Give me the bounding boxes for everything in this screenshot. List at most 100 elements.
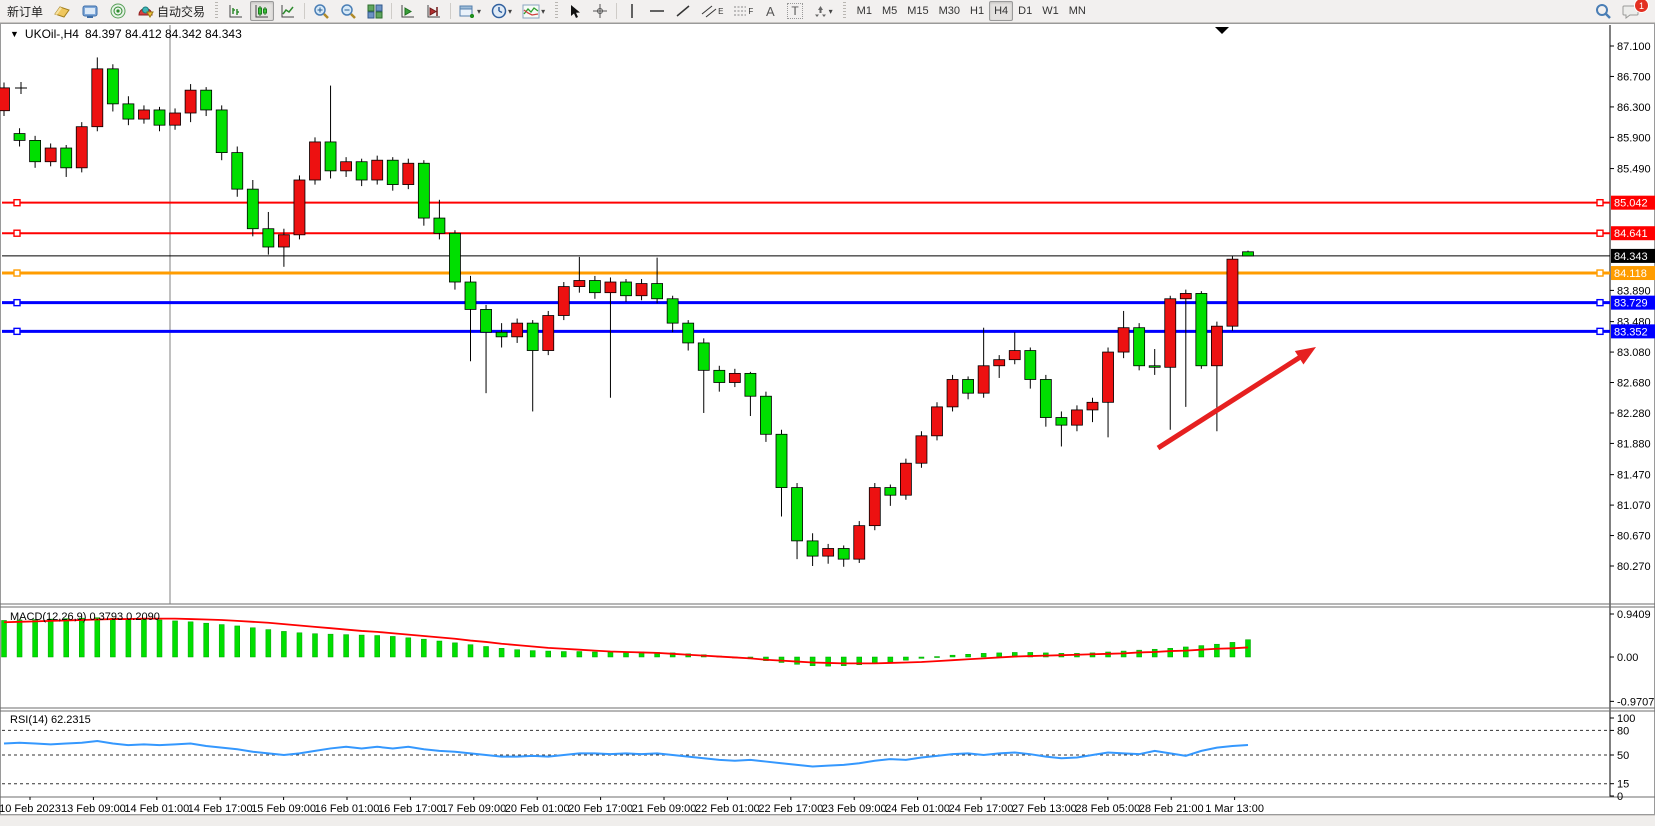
candle-bull — [1102, 351, 1114, 403]
time-tick-label: 24 Feb 01:00 — [885, 803, 950, 815]
new-chart-button[interactable]: ▾ — [455, 1, 485, 21]
candlestick-chart-type-button[interactable] — [250, 1, 275, 21]
charts-window-icon[interactable] — [77, 1, 103, 21]
indicators-button[interactable]: ▾ — [518, 1, 549, 21]
candle-bull — [868, 487, 881, 527]
collapse-triangle-icon[interactable]: ▼ — [10, 29, 19, 39]
candle-bull — [340, 161, 353, 172]
chart-ohlc-values: 84.397 84.412 84.342 84.343 — [84, 27, 242, 41]
trendline-icon — [676, 5, 690, 17]
crosshair-tool-button[interactable] — [588, 1, 612, 21]
auto-trading-button[interactable]: 自动交易 — [133, 1, 209, 21]
price-tick-label: 81.880 — [1617, 438, 1651, 450]
timeframe-h4-button[interactable]: H4 — [989, 1, 1014, 21]
candle-bull — [511, 322, 524, 338]
chart-forward-icon — [401, 4, 415, 17]
candle-bull — [1117, 327, 1130, 353]
macd-axis-label: -0.9707 — [1617, 696, 1654, 708]
time-tick-label: 20 Feb 17:00 — [568, 803, 633, 815]
dropdown-arrow-icon: ▾ — [828, 6, 833, 16]
chart-end-button[interactable] — [422, 1, 446, 21]
price-tick-label: 85.490 — [1617, 164, 1651, 176]
text-tool-letter: A — [765, 3, 775, 19]
new-order-button[interactable]: 新订单 — [7, 4, 44, 19]
equidistant-channel-tool-button[interactable]: E — [697, 1, 727, 21]
gold-bar-icon-glyph — [54, 6, 70, 18]
timeframe-m1-button[interactable]: M1 — [856, 5, 872, 17]
line-anchor-marker — [1596, 298, 1604, 307]
time-tick-label: 21 Feb 09:00 — [632, 803, 697, 815]
macd-histogram-bar — [94, 617, 101, 658]
toolbar-separator — [391, 3, 393, 19]
macd-histogram-bar — [996, 652, 1002, 658]
rsi-label: RSI(14) 62.2315 — [10, 714, 91, 726]
time-tick-label: 24 Feb 17:00 — [949, 803, 1014, 815]
candle-bear — [417, 162, 430, 219]
gold-bar-icon[interactable] — [49, 1, 75, 21]
candle-bear — [231, 152, 244, 190]
notifications-button[interactable]: 1 — [1618, 0, 1649, 21]
candle-bull — [277, 234, 290, 248]
price-line-label: 85.042 — [1614, 198, 1648, 210]
line-chart-type-button[interactable] — [276, 1, 300, 21]
price-line-label: 83.352 — [1614, 326, 1648, 338]
status-bar — [0, 815, 1655, 826]
macd-histogram-bar — [576, 651, 583, 658]
candle-bull — [1179, 293, 1192, 300]
timeframe-mn-button[interactable]: MN — [1068, 5, 1086, 17]
zoom-in-button[interactable] — [309, 1, 334, 21]
macd-histogram-bar — [358, 634, 365, 658]
candle-bull — [822, 548, 835, 557]
candle-bull — [184, 89, 197, 114]
candle-bull — [1164, 298, 1177, 368]
timeframe-w1-button[interactable]: W1 — [1042, 5, 1059, 17]
line-anchor-marker — [1596, 269, 1604, 277]
time-tick-label: 10 Feb 2023 — [0, 803, 61, 815]
price-line-label: 84.641 — [1614, 228, 1648, 240]
text-tool-button[interactable]: A — [759, 1, 781, 21]
horizontal-line-tool-button[interactable] — [645, 1, 669, 21]
timeframe-m30-button[interactable]: M30 — [938, 5, 961, 17]
macd-name: MACD(12,26,9) — [10, 611, 87, 623]
signal-icon[interactable] — [105, 1, 131, 21]
trendline-tool-button[interactable] — [671, 1, 695, 21]
rsi-axis-label: 50 — [1617, 750, 1629, 762]
chart-canvas[interactable]: 87.10086.70086.30085.90085.49083.89083.4… — [0, 23, 1655, 815]
indicators-icon — [522, 4, 540, 18]
vertical-line-tool-button[interactable] — [621, 1, 643, 21]
zoom-out-button[interactable] — [336, 1, 361, 21]
timeframe-h1-button[interactable]: H1 — [970, 5, 985, 17]
tile-windows-button[interactable] — [363, 1, 387, 21]
clock-icon — [491, 3, 507, 19]
cursor-tool-button[interactable] — [564, 1, 586, 21]
macd-histogram-bar — [1151, 648, 1158, 658]
text-label-tool-button[interactable]: T — [783, 1, 806, 21]
candle-bear — [464, 281, 477, 310]
main-toolbar: 新订单 自动交易 — [0, 0, 1655, 23]
macd-histogram-bar — [63, 618, 69, 658]
candle-bear — [386, 159, 399, 185]
timeframe-d1-button[interactable]: D1 — [1018, 5, 1033, 17]
periods-button[interactable]: ▾ — [487, 1, 516, 21]
candle-bull — [169, 112, 181, 126]
timeframe-m15-button[interactable]: M15 — [907, 5, 929, 17]
chart-forward-button[interactable] — [396, 1, 420, 21]
macd-axis-label: 0.9409 — [1617, 609, 1651, 621]
price-line-label-bg — [1611, 248, 1655, 263]
macd-histogram-bar — [327, 633, 334, 658]
macd-histogram-bar — [949, 654, 956, 658]
bar-chart-type-button[interactable] — [224, 1, 248, 21]
candle-bear — [153, 109, 166, 126]
search-button[interactable] — [1591, 1, 1616, 21]
arrows-tool-button[interactable]: ▾ — [809, 1, 837, 21]
time-tick-label: 28 Feb 21:00 — [1139, 803, 1204, 815]
candle-bear — [837, 548, 850, 560]
rsi-name: RSI(14) — [10, 714, 48, 726]
new-chart-icon — [459, 5, 475, 18]
macd-histogram-bar — [79, 617, 85, 658]
fibonacci-icon — [734, 6, 747, 16]
timeframe-m5-button[interactable]: M5 — [881, 5, 898, 17]
price-tick-label: 87.100 — [1617, 41, 1651, 53]
fibonacci-tool-button[interactable]: F — [729, 1, 757, 21]
macd-histogram-bar — [250, 627, 256, 658]
